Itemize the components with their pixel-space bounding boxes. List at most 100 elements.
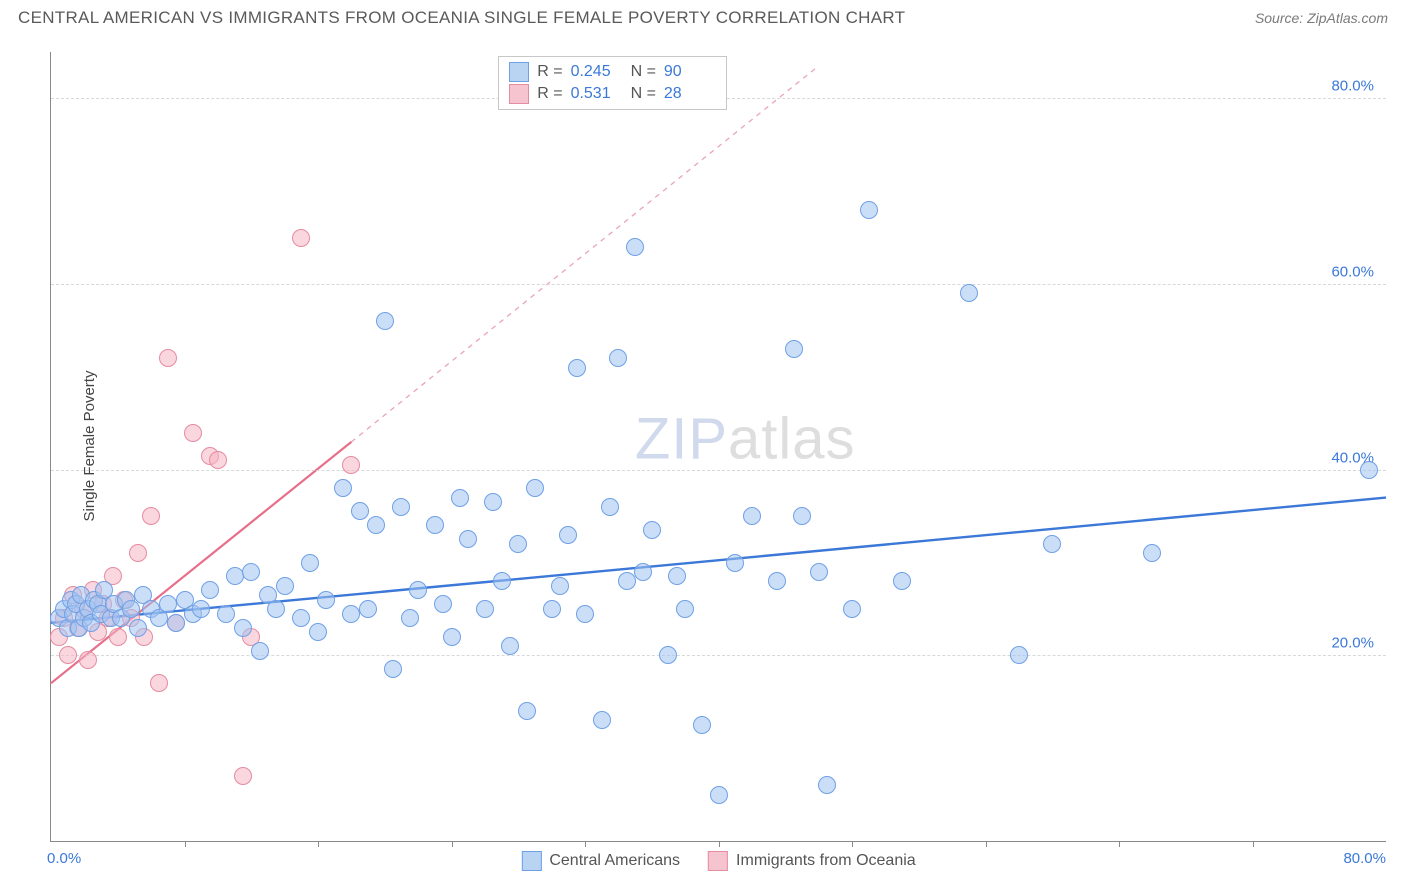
data-point [317, 591, 335, 609]
legend-swatch [521, 851, 541, 871]
data-point [493, 572, 511, 590]
data-point [726, 554, 744, 572]
data-point [1143, 544, 1161, 562]
data-point [710, 786, 728, 804]
legend-item: Immigrants from Oceania [708, 851, 916, 871]
data-point [643, 521, 661, 539]
data-point [184, 424, 202, 442]
data-point [142, 507, 160, 525]
data-point [785, 340, 803, 358]
data-point [159, 349, 177, 367]
data-point [601, 498, 619, 516]
data-point [443, 628, 461, 646]
x-minor-tick [185, 841, 186, 847]
data-point [426, 516, 444, 534]
data-point [743, 507, 761, 525]
data-point [676, 600, 694, 618]
data-point [526, 479, 544, 497]
correlation-stats-box: R =0.245N =90R =0.531N =28 [498, 56, 727, 110]
y-tick-label: 20.0% [1331, 635, 1374, 652]
n-label: N = [631, 85, 656, 103]
data-point [167, 614, 185, 632]
data-point [267, 600, 285, 618]
data-point [192, 600, 210, 618]
data-point [568, 359, 586, 377]
data-point [476, 600, 494, 618]
n-label: N = [631, 63, 656, 81]
data-point [459, 530, 477, 548]
data-point [276, 577, 294, 595]
gridline [51, 284, 1386, 285]
data-point [209, 451, 227, 469]
x-minor-tick [452, 841, 453, 847]
r-label: R = [537, 63, 562, 81]
data-point [129, 544, 147, 562]
data-point [334, 479, 352, 497]
legend-swatch [708, 851, 728, 871]
data-point [309, 623, 327, 641]
data-point [226, 567, 244, 585]
data-point [401, 609, 419, 627]
legend-label: Immigrants from Oceania [736, 852, 916, 870]
n-value: 28 [664, 85, 716, 103]
data-point [818, 776, 836, 794]
data-point [150, 674, 168, 692]
data-point [109, 628, 127, 646]
data-point [242, 563, 260, 581]
gridline [51, 470, 1386, 471]
data-point [234, 619, 252, 637]
data-point [893, 572, 911, 590]
data-point [59, 646, 77, 664]
x-minor-tick [852, 841, 853, 847]
data-point [659, 646, 677, 664]
data-point [217, 605, 235, 623]
r-value: 0.531 [571, 85, 623, 103]
r-value: 0.245 [571, 63, 623, 81]
data-point [359, 600, 377, 618]
x-tick-label-left: 0.0% [47, 850, 81, 867]
data-point [543, 600, 561, 618]
data-point [451, 489, 469, 507]
trend-lines [51, 52, 1386, 841]
data-point [129, 619, 147, 637]
data-point [793, 507, 811, 525]
y-tick-label: 80.0% [1331, 78, 1374, 95]
data-point [668, 567, 686, 585]
data-point [367, 516, 385, 534]
data-point [693, 716, 711, 734]
data-point [509, 535, 527, 553]
data-point [626, 238, 644, 256]
data-point [301, 554, 319, 572]
data-point [551, 577, 569, 595]
data-point [201, 581, 219, 599]
x-minor-tick [719, 841, 720, 847]
legend-label: Central Americans [549, 852, 680, 870]
data-point [518, 702, 536, 720]
r-label: R = [537, 85, 562, 103]
data-point [843, 600, 861, 618]
data-point [1010, 646, 1028, 664]
data-point [768, 572, 786, 590]
x-minor-tick [1253, 841, 1254, 847]
data-point [576, 605, 594, 623]
data-point [501, 637, 519, 655]
data-point [292, 609, 310, 627]
x-tick-label-right: 80.0% [1343, 850, 1386, 867]
data-point [342, 605, 360, 623]
source-attribution: Source: ZipAtlas.com [1255, 10, 1388, 26]
data-point [860, 201, 878, 219]
data-point [634, 563, 652, 581]
data-point [1360, 461, 1378, 479]
data-point [342, 456, 360, 474]
data-point [392, 498, 410, 516]
data-point [593, 711, 611, 729]
legend: Central Americans Immigrants from Oceania [521, 851, 915, 871]
data-point [79, 651, 97, 669]
data-point [292, 229, 310, 247]
data-point [484, 493, 502, 511]
data-point [159, 595, 177, 613]
series-swatch [509, 62, 529, 82]
stats-row: R = 0.531 N = 28 [509, 83, 716, 105]
legend-item: Central Americans [521, 851, 680, 871]
scatter-chart: 20.0%40.0%60.0%80.0%0.0%80.0%ZIPatlasR =… [50, 52, 1386, 842]
